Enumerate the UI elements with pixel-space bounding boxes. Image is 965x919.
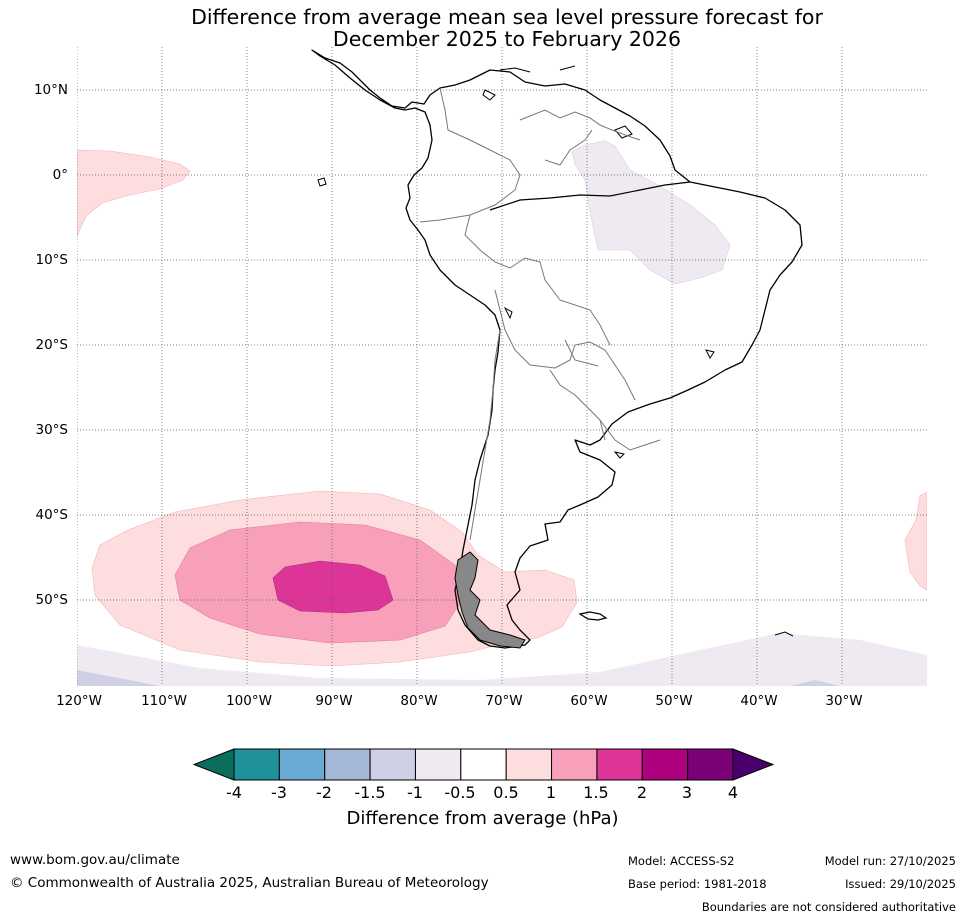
colorbar-tick-label: 4 [727, 783, 739, 802]
country-borders [419, 87, 661, 541]
lat-label-0: 0° [52, 167, 68, 183]
lat-label-30s: 30°S [35, 422, 69, 438]
south-georgia [774, 631, 794, 637]
colorbar-tick-label: 3 [681, 783, 693, 802]
colorbar-cell [596, 748, 643, 781]
footer-model: Model: ACCESS-S2 [628, 854, 735, 868]
footer-issued: Issued: 29/10/2025 [845, 877, 956, 891]
lon-label-50w: 50°W [655, 693, 693, 709]
colorbar-tick-label: 2 [636, 783, 648, 802]
anomaly-negative-amazon [571, 140, 731, 285]
footer-base-period: Base period: 1981-2018 [628, 877, 767, 891]
tierra-del-fuego [454, 551, 526, 649]
falkland-islands [578, 611, 608, 621]
colorbar-tick-label: -1 [407, 783, 423, 802]
anomaly-positive-low-east [904, 491, 927, 591]
lakes [503, 306, 715, 459]
chart-title-line1: Difference from average mean sea level p… [191, 5, 823, 29]
colorbar-tick-label: -0.5 [444, 783, 476, 802]
colorbar-cell [687, 748, 734, 781]
colorbar-cell [369, 748, 416, 781]
colorbar [192, 748, 775, 781]
colorbar-tick-label: -3 [271, 783, 287, 802]
colorbar-cell [460, 748, 507, 781]
lon-label-40w: 40°W [740, 693, 778, 709]
south-america-coastline [311, 49, 803, 649]
lon-label-60w: 60°W [570, 693, 608, 709]
footer-url: www.bom.gov.au/climate [10, 852, 180, 868]
footer-copyright: © Commonwealth of Australia 2025, Austra… [10, 875, 489, 891]
colorbar-extend-min [192, 748, 235, 781]
colorbar-tick-label: 0.5 [493, 783, 519, 802]
lon-label-80w: 80°W [400, 693, 438, 709]
colorbar-tick-label: -4 [226, 783, 242, 802]
lon-label-120w: 120°W [56, 693, 102, 709]
footer-model-run: Model run: 27/10/2025 [824, 854, 956, 868]
lat-label-10n: 10°N [33, 82, 68, 98]
lat-label-50s: 50°S [35, 592, 69, 608]
colorbar-cell [505, 748, 553, 781]
colorbar-cell [278, 748, 326, 781]
lon-label-30w: 30°W [825, 693, 863, 709]
lat-label-20s: 20°S [35, 337, 69, 353]
anomaly-positive-low-equator [77, 149, 191, 237]
lon-label-110w: 110°W [141, 693, 187, 709]
footer-disclaimer: Boundaries are not considered authoritat… [701, 900, 956, 914]
colorbar-cell [551, 748, 598, 781]
colorbar-extend-max [732, 748, 775, 781]
graticule [77, 47, 927, 686]
caribbean-coast [317, 65, 633, 187]
colorbar-tick-label: -1.5 [354, 783, 386, 802]
colorbar-tick-label: -2 [316, 783, 332, 802]
colorbar-cell [233, 748, 280, 781]
lon-label-70w: 70°W [485, 693, 523, 709]
lon-label-90w: 90°W [315, 693, 353, 709]
colorbar-cell [641, 748, 689, 781]
lat-label-10s: 10°S [35, 252, 69, 268]
anomaly-negative-light-south [77, 633, 927, 686]
map-plot-area [77, 47, 927, 686]
colorbar-cell [324, 748, 371, 781]
lon-label-100w: 100°W [226, 693, 272, 709]
colorbar-title: Difference from average (hPa) [346, 808, 619, 829]
colorbar-cell [414, 748, 462, 781]
lat-label-40s: 40°S [35, 507, 69, 523]
colorbar-tick-label: 1 [545, 783, 557, 802]
amazon-river [489, 181, 691, 211]
chart-title-line2: December 2025 to February 2026 [332, 27, 682, 51]
colorbar-tick-label: 1.5 [583, 783, 609, 802]
